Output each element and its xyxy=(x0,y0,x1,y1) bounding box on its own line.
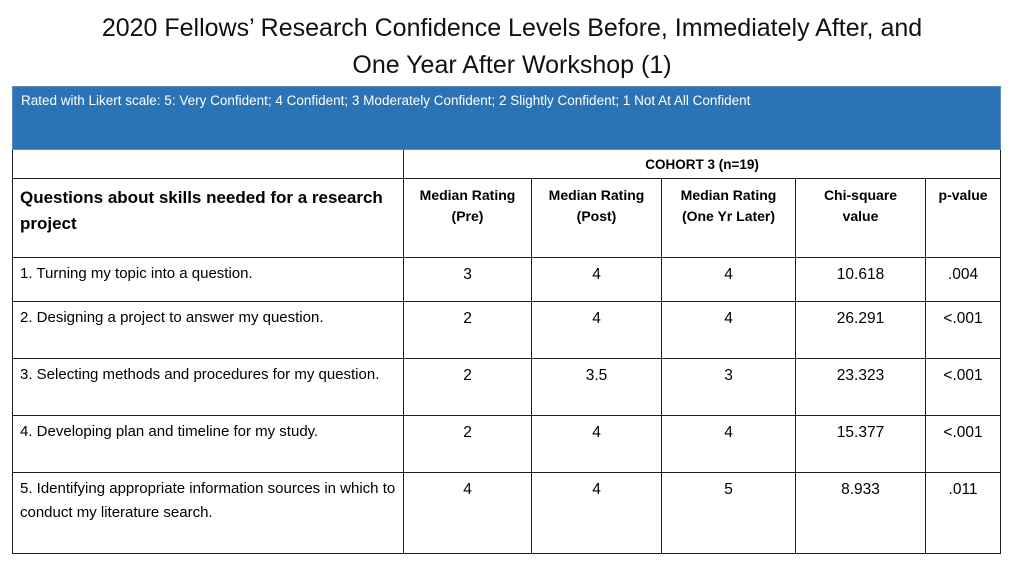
post-cell: 4 xyxy=(531,301,662,359)
column-header-line: Median Rating xyxy=(680,187,777,203)
chi-square-cell: 8.933 xyxy=(795,472,926,554)
column-header-post: Median Rating (Post) xyxy=(531,178,662,258)
p-value-cell: <.001 xyxy=(924,415,1002,473)
scale-banner-row: Rated with Likert scale: 5: Very Confide… xyxy=(11,86,1002,150)
table-row: 1. Turning my topic into a question. 3 4… xyxy=(12,257,1002,302)
one-yr-cell: 4 xyxy=(661,257,796,302)
column-header-line: value xyxy=(842,208,879,224)
chi-square-cell: 23.323 xyxy=(795,358,926,416)
column-header-line: (Post) xyxy=(576,208,617,224)
column-header-p-value: p-value xyxy=(924,178,1002,258)
column-header-line: Median Rating xyxy=(548,187,645,203)
one-yr-cell: 3 xyxy=(661,358,796,416)
post-cell: 3.5 xyxy=(531,358,662,416)
p-value-cell: .011 xyxy=(924,472,1002,554)
p-value-cell: .004 xyxy=(924,257,1002,302)
post-cell: 4 xyxy=(531,415,662,473)
column-header-line: Median Rating xyxy=(419,187,516,203)
question-cell: 2. Designing a project to answer my ques… xyxy=(12,301,404,359)
chi-square-cell: 26.291 xyxy=(795,301,926,359)
question-cell: 4. Developing plan and timeline for my s… xyxy=(12,415,404,473)
page-title: 2020 Fellows’ Research Confidence Levels… xyxy=(0,10,1024,84)
question-cell: 5. Identifying appropriate information s… xyxy=(12,472,404,554)
post-cell: 4 xyxy=(531,257,662,302)
cohort-label: COHORT 3 (n=19) xyxy=(402,149,1002,179)
table-row: 5. Identifying appropriate information s… xyxy=(12,472,1002,554)
pre-cell: 2 xyxy=(403,415,532,473)
one-yr-cell: 5 xyxy=(661,472,796,554)
pre-cell: 4 xyxy=(403,472,532,554)
cohort-spacer-cell xyxy=(12,149,404,179)
one-yr-cell: 4 xyxy=(661,301,796,359)
scale-banner: Rated with Likert scale: 5: Very Confide… xyxy=(11,86,1002,150)
header-row: Questions about skills needed for a rese… xyxy=(12,178,1002,258)
question-cell: 1. Turning my topic into a question. xyxy=(12,257,404,302)
column-header-line: p-value xyxy=(938,187,988,203)
table-row: 2. Designing a project to answer my ques… xyxy=(12,301,1002,359)
table-row: 4. Developing plan and timeline for my s… xyxy=(12,415,1002,473)
results-table: Rated with Likert scale: 5: Very Confide… xyxy=(11,86,1002,554)
title-line-2: One Year After Workshop (1) xyxy=(352,51,672,79)
pre-cell: 3 xyxy=(403,257,532,302)
pre-cell: 2 xyxy=(403,358,532,416)
chi-square-cell: 10.618 xyxy=(795,257,926,302)
question-column-header: Questions about skills needed for a rese… xyxy=(12,178,404,258)
question-cell: 3. Selecting methods and procedures for … xyxy=(12,358,404,416)
column-header-line: (One Yr Later) xyxy=(681,208,776,224)
column-header-pre: Median Rating (Pre) xyxy=(403,178,532,258)
post-cell: 4 xyxy=(531,472,662,554)
column-header-chi-square: Chi-square value xyxy=(795,178,926,258)
one-yr-cell: 4 xyxy=(661,415,796,473)
pre-cell: 2 xyxy=(403,301,532,359)
chi-square-cell: 15.377 xyxy=(795,415,926,473)
table-row: 3. Selecting methods and procedures for … xyxy=(12,358,1002,416)
p-value-cell: <.001 xyxy=(924,358,1002,416)
cohort-row: COHORT 3 (n=19) xyxy=(12,149,1002,179)
column-header-one-yr: Median Rating (One Yr Later) xyxy=(661,178,796,258)
title-line-1: 2020 Fellows’ Research Confidence Levels… xyxy=(101,14,923,42)
column-header-line: Chi-square xyxy=(823,187,898,203)
column-header-line: (Pre) xyxy=(451,208,484,224)
p-value-cell: <.001 xyxy=(924,301,1002,359)
